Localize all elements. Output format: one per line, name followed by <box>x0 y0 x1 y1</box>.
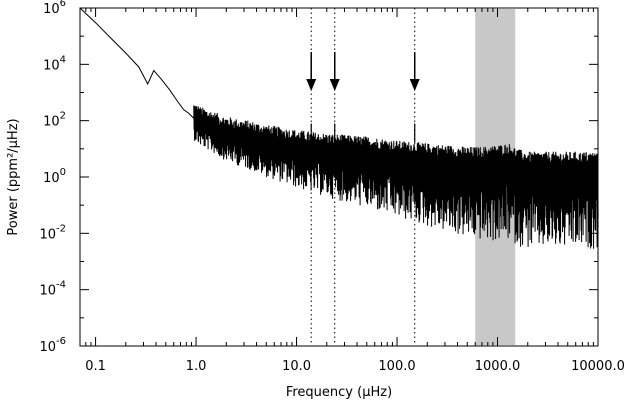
peak-marker-layer <box>306 52 420 143</box>
x-tick-label: 100.0 <box>378 359 415 374</box>
y-tick-label: 104 <box>43 54 66 73</box>
y-tick-label: 10-2 <box>39 223 66 242</box>
x-tick-label: 10000.0 <box>571 359 625 374</box>
peak-arrow-head <box>409 79 420 91</box>
peak-arrow-head <box>329 79 340 91</box>
x-tick-label: 1.0 <box>186 359 207 374</box>
series-layer <box>79 7 599 249</box>
power-spectrum-line <box>79 7 599 249</box>
peak-marker <box>409 52 420 143</box>
x-axis-label: Frequency (μHz) <box>286 385 392 400</box>
y-tick-label: 106 <box>43 0 66 17</box>
peak-marker <box>306 52 317 143</box>
peak-marker <box>329 52 340 143</box>
y-tick-label: 100 <box>43 167 66 186</box>
x-tick-label: 1000.0 <box>475 359 521 374</box>
x-axis: 0.1 1.0 10.0 100.0 1000.0 10000.0 <box>79 8 625 374</box>
y-tick-label: 10-4 <box>39 280 66 299</box>
x-tick-label: 0.1 <box>85 359 106 374</box>
y-tick-label: 102 <box>43 111 66 130</box>
x-tick-label: 10.0 <box>282 359 311 374</box>
y-tick-label: 10-6 <box>39 336 66 355</box>
y-axis-label: Power (ppm²/μHz) <box>6 118 21 235</box>
peak-arrow-head <box>306 79 317 91</box>
y-axis: 10-6 10-4 10-2 100 102 104 106 <box>39 0 598 355</box>
